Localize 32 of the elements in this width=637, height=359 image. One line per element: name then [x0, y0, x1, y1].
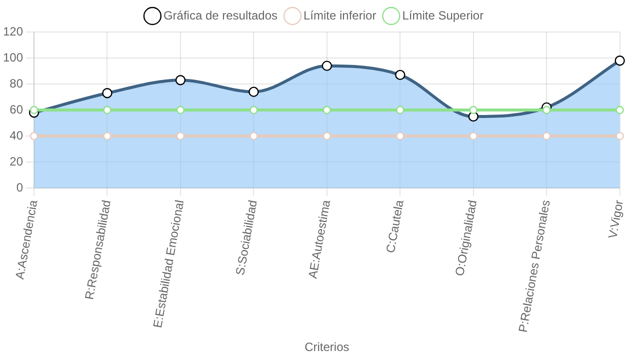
- point: [322, 132, 332, 140]
- point: [322, 106, 332, 114]
- legend-label: Límite Superior: [402, 8, 484, 22]
- y-tick-label: 120: [2, 24, 24, 38]
- point: [396, 106, 404, 114]
- y-tick-label: 40: [10, 128, 24, 142]
- point: [103, 106, 112, 114]
- point: [542, 106, 551, 114]
- point: [616, 106, 624, 114]
- point: [176, 106, 185, 114]
- legend-label: Límite inferior: [304, 8, 376, 22]
- x-tick-label: P:Relaciones Personales: [516, 198, 553, 334]
- point: [250, 106, 258, 114]
- x-axis-title: Criterios: [304, 340, 350, 354]
- point: [469, 132, 478, 140]
- point: [542, 132, 551, 140]
- point: [30, 132, 38, 140]
- y-tick-label: 0: [16, 180, 24, 194]
- point: [103, 132, 112, 140]
- point: [176, 132, 185, 140]
- y-tick-label: 100: [2, 50, 24, 64]
- point: [30, 106, 38, 114]
- y-tick-label: 80: [10, 76, 24, 90]
- x-tick-label: V:Vigor: [606, 198, 626, 240]
- point: [250, 132, 258, 140]
- legend-label: Gráfica de resultados: [163, 8, 278, 22]
- point: [396, 132, 404, 140]
- y-tick-label: 20: [10, 154, 24, 168]
- point: [469, 106, 478, 114]
- point: [616, 132, 624, 140]
- x-tick-label: C:Cautela: [383, 198, 406, 254]
- y-tick-label: 60: [10, 102, 24, 116]
